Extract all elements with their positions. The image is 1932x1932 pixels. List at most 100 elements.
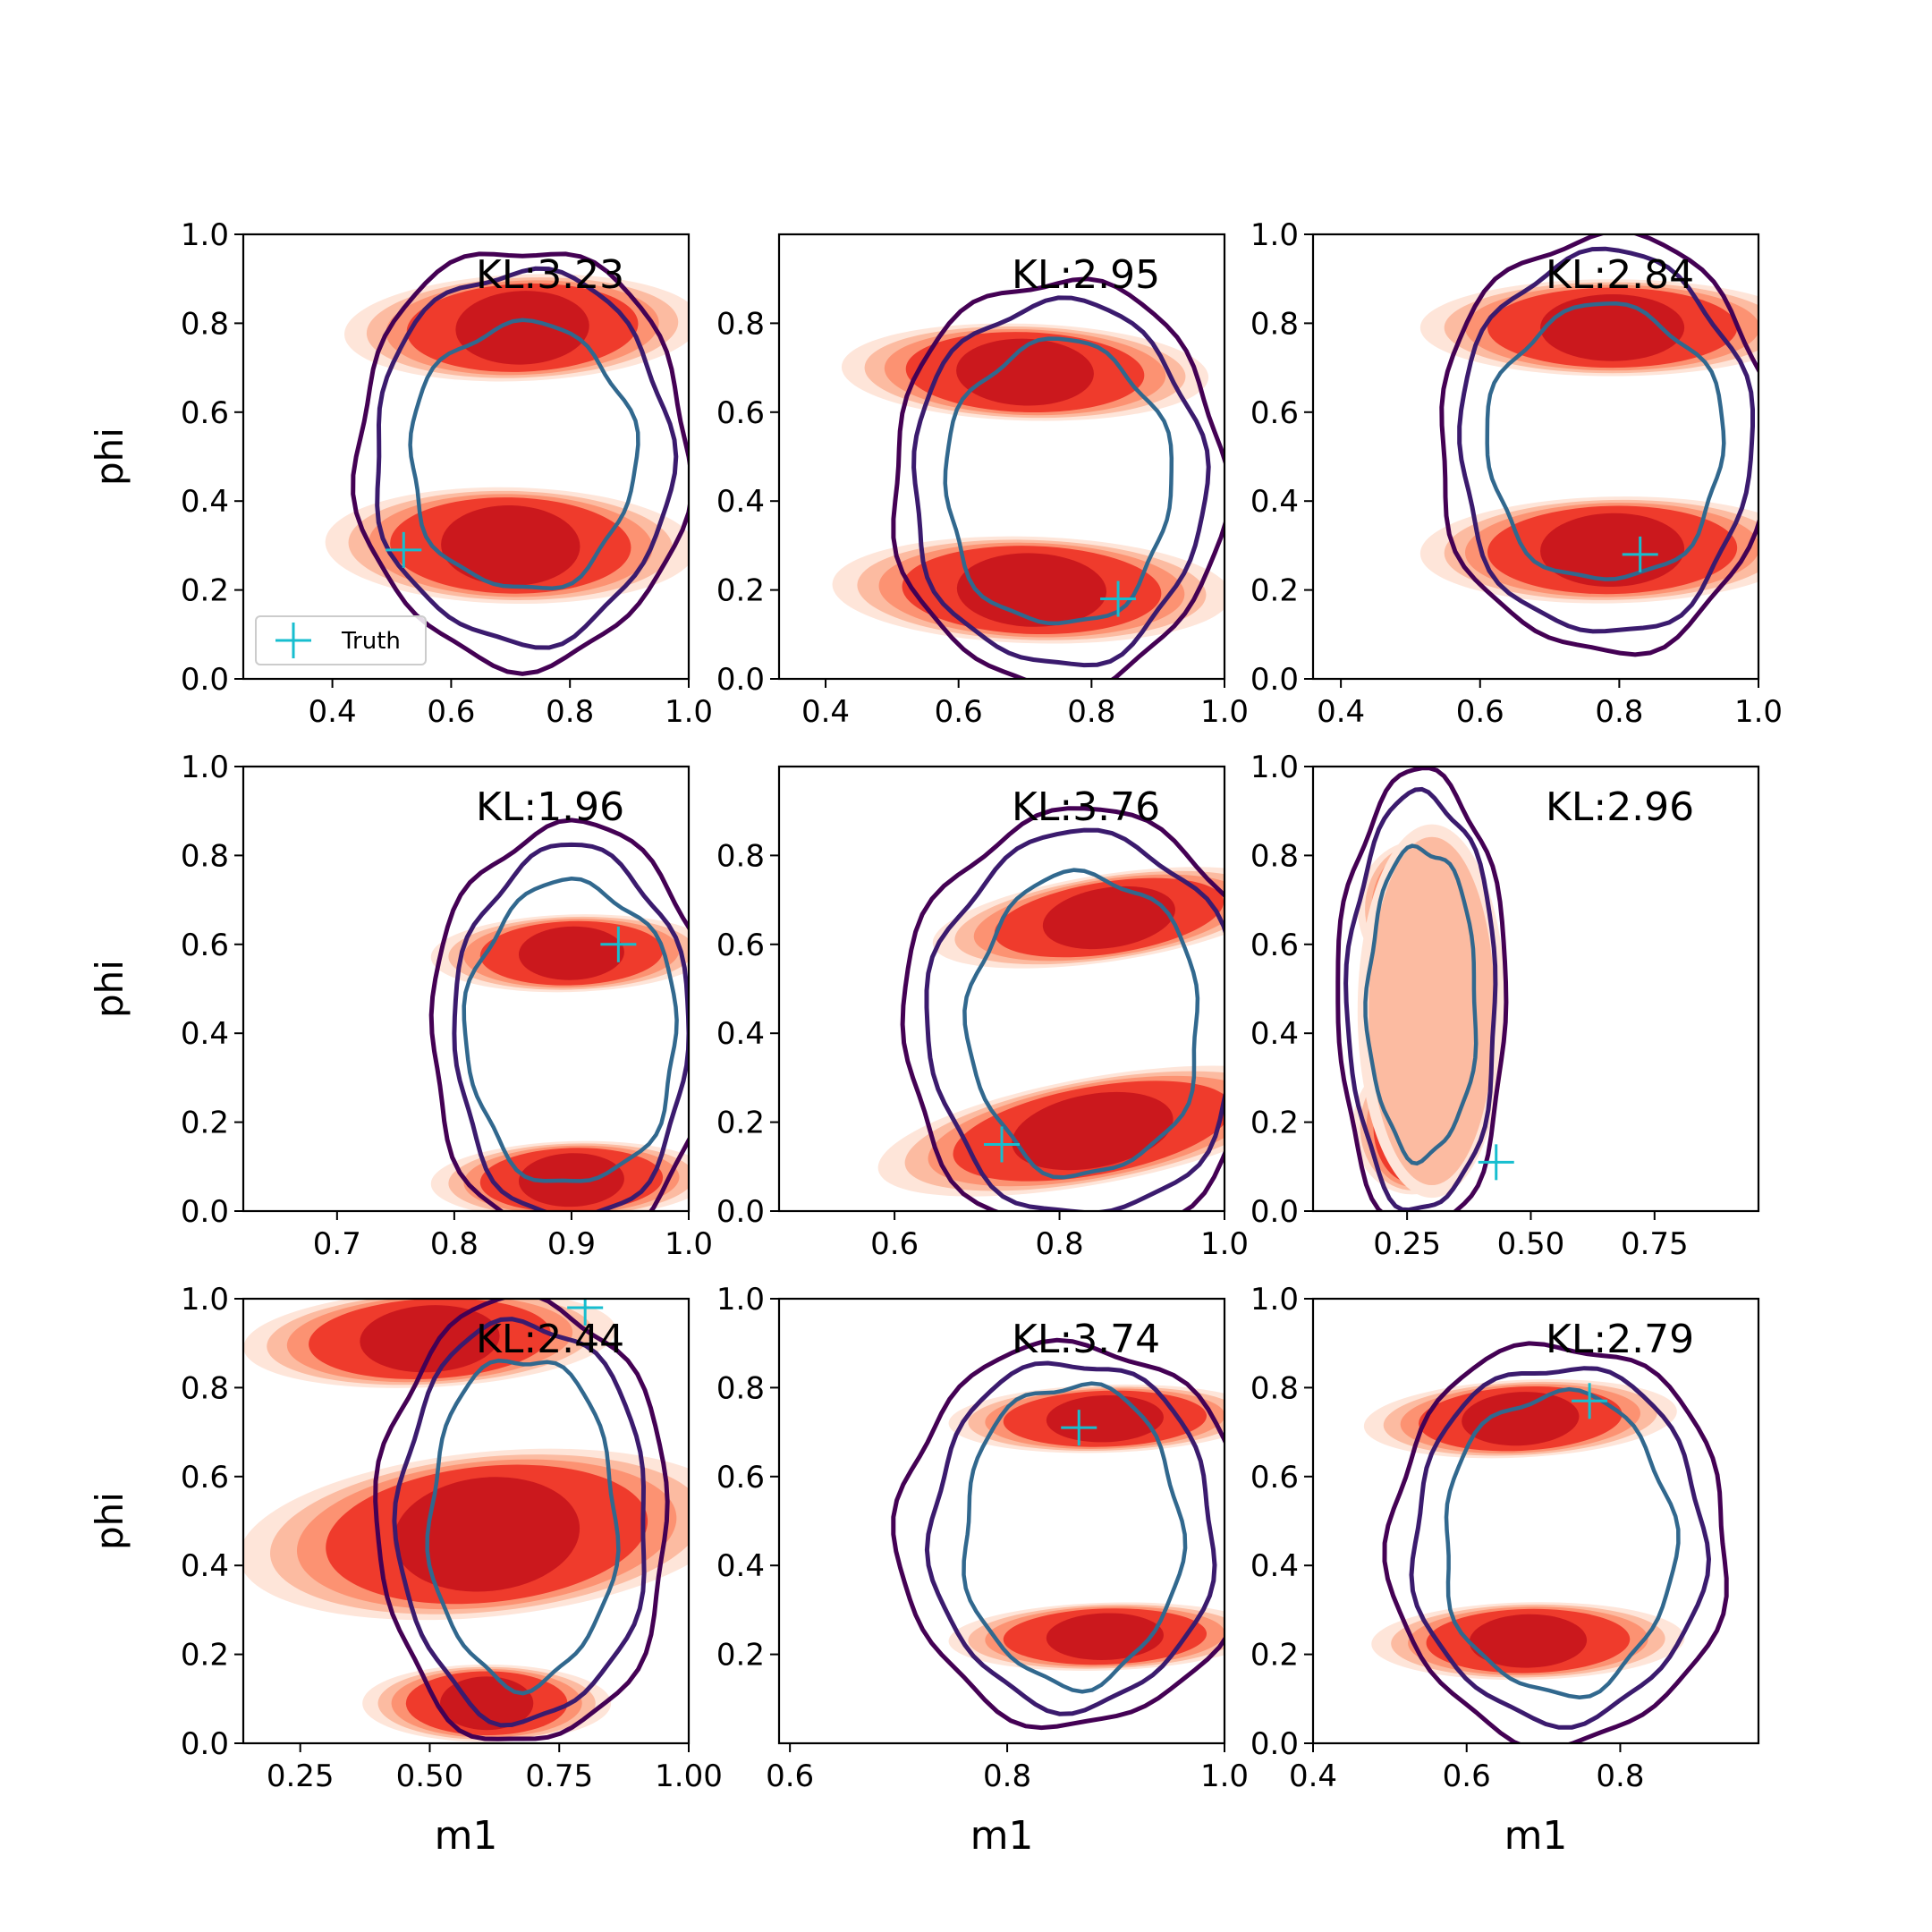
y-tick-label: 0.2: [1250, 573, 1299, 609]
y-tick-label: 0.8: [181, 306, 229, 342]
contour-inner: [408, 318, 640, 590]
kde-blob: [1419, 279, 1758, 377]
plot-area: [1363, 1341, 1729, 1743]
y-tick-label: 0.2: [716, 1106, 765, 1141]
plot-area: [877, 806, 1224, 1211]
kl-annotation: KL:2.79: [1546, 1317, 1694, 1362]
truth-marker: [1478, 1144, 1514, 1181]
y-tick-label: 1.0: [181, 750, 229, 785]
contour-inner: [462, 877, 679, 1183]
kl-annotation: KL:2.96: [1546, 784, 1694, 830]
kde-level: [956, 338, 1094, 406]
x-tick-label: 1.0: [1200, 694, 1249, 730]
truth-marker: [600, 926, 637, 962]
plot-area: [243, 1299, 689, 1742]
y-tick-label: 0.6: [181, 1460, 229, 1496]
kde-level: [956, 553, 1107, 627]
y-tick-label: 0.6: [1250, 1460, 1299, 1496]
y-tick-label: 0.6: [1250, 928, 1299, 963]
contour-middle: [924, 827, 1224, 1211]
x-tick-label: 0.75: [1621, 1226, 1689, 1262]
y-axis-label: phi: [88, 960, 131, 1018]
y-tick-label: 0.8: [716, 1370, 765, 1406]
y-tick-label: 0.6: [716, 1460, 765, 1496]
x-tick-label: 0.8: [1595, 694, 1643, 730]
kde-blob: [877, 1065, 1224, 1197]
contour-middle: [924, 1360, 1217, 1716]
x-tick-label: 1.0: [665, 694, 713, 730]
contour-middle: [911, 295, 1211, 668]
x-axis-label: m1: [435, 1813, 498, 1859]
kde-level: [394, 1477, 580, 1592]
axes-frame: [1311, 1297, 1760, 1745]
subplot-8: 0.6 0.8 1.0 0.2 0.4 0.6 0.8 1.0 KL:3.74 m1: [716, 1282, 1249, 1859]
contour-middle: [1343, 786, 1498, 1211]
contour-inner: [1444, 1386, 1681, 1699]
y-tick-label: 1.0: [1250, 217, 1299, 253]
kde-level: [1042, 886, 1175, 950]
plot-area: [1335, 767, 1514, 1211]
x-tick-label: 0.25: [267, 1758, 335, 1794]
y-tick-label: 0.6: [181, 395, 229, 431]
x-tick-label: 0.4: [1289, 1758, 1337, 1794]
axes-frame: [1311, 765, 1760, 1213]
x-tick-label: 1.0: [1200, 1226, 1249, 1262]
contour-outer: [428, 818, 689, 1211]
x-tick-label: 0.25: [1373, 1226, 1441, 1262]
kde-level: [360, 1305, 500, 1373]
contour-inner: [425, 1358, 621, 1696]
x-tick-label: 0.6: [1456, 694, 1504, 730]
truth-marker: [386, 531, 422, 568]
y-tick-label: 0.6: [716, 928, 765, 963]
x-tick-label: 1.00: [655, 1758, 723, 1794]
y-tick-label: 0.2: [716, 573, 765, 609]
kde-level: [1012, 1091, 1174, 1171]
y-tick-label: 0.6: [181, 928, 229, 963]
kl-annotation: KL:1.96: [476, 784, 624, 830]
kde-blob: [841, 323, 1209, 421]
contour-inner: [1485, 301, 1726, 581]
contour-outer: [351, 251, 689, 676]
x-tick-label: 0.8: [546, 694, 594, 730]
y-tick-label: 1.0: [181, 217, 229, 253]
x-tick-label: 0.6: [766, 1758, 814, 1794]
subplot-6: 0.25 0.50 0.75 0.0 0.2 0.4 0.6 0.8 1.0 KL:2.96: [1250, 750, 1760, 1262]
kde-blob: [243, 1448, 689, 1621]
contour-outer: [900, 806, 1224, 1211]
kl-annotation: KL:3.23: [476, 252, 624, 298]
x-tick-label: 1.0: [665, 1226, 713, 1262]
subplot-3: 0.4 0.6 0.8 1.0 0.0 0.2 0.4 0.6 0.8 1.0 KL:2.84: [1250, 217, 1783, 730]
x-tick-label: 0.6: [427, 694, 475, 730]
truth-marker: [1061, 1410, 1097, 1446]
truth-marker: [1622, 536, 1658, 572]
x-tick-label: 0.7: [313, 1226, 361, 1262]
axes-frame: [1311, 233, 1760, 681]
y-tick-label: 0.8: [181, 1370, 229, 1406]
kde-blob: [932, 867, 1224, 969]
y-tick-label: 0.4: [181, 1548, 229, 1584]
contour-outer: [891, 276, 1224, 679]
kde-level: [1540, 293, 1685, 361]
y-tick-label: 1.0: [1250, 750, 1299, 785]
x-tick-label: 0.4: [309, 694, 357, 730]
y-tick-label: 0.8: [181, 838, 229, 874]
x-axis-label: m1: [970, 1813, 1034, 1859]
y-tick-label: 0.4: [716, 484, 765, 520]
x-tick-label: 0.4: [1317, 694, 1365, 730]
y-tick-label: 0.0: [1250, 662, 1299, 698]
subplot-5: 0.6 0.8 1.0 0.0 0.2 0.4 0.6 0.8 KL:3.76: [716, 765, 1249, 1262]
plot-area: [1419, 234, 1758, 657]
x-tick-label: 0.8: [983, 1758, 1031, 1794]
x-tick-label: 0.4: [801, 694, 850, 730]
contour-outer: [373, 1299, 670, 1741]
y-tick-label: 0.4: [181, 484, 229, 520]
kl-annotation: KL:2.84: [1546, 252, 1694, 298]
contour-inner: [962, 1381, 1188, 1694]
subplot-7: 0.25 0.50 0.75 1.00 0.0 0.2 0.4 0.6 0.8 1.0 KL:2.4…: [88, 1282, 723, 1859]
x-tick-label: 0.6: [1443, 1758, 1491, 1794]
y-tick-label: 0.2: [716, 1638, 765, 1674]
y-tick-label: 1.0: [1250, 1282, 1299, 1318]
axes-frame: [777, 1297, 1226, 1745]
y-tick-label: 0.0: [1250, 1726, 1299, 1762]
truth-marker: [567, 1299, 604, 1326]
